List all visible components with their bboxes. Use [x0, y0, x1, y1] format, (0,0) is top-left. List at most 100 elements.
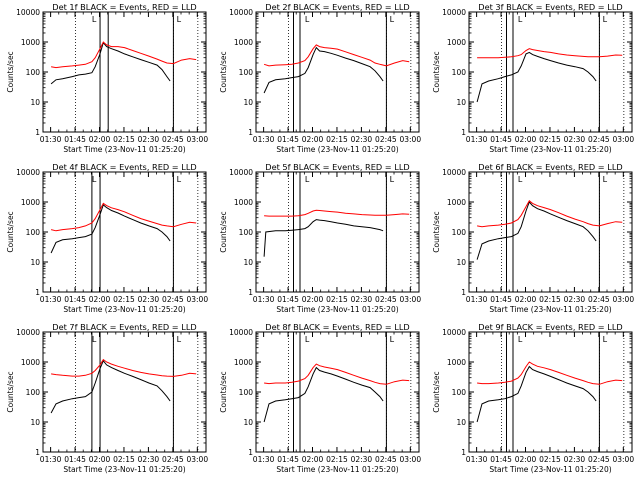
x-tick-label: 03:00 [612, 135, 634, 144]
y-tick-label: 10 [243, 418, 253, 427]
x-tick-label: 03:00 [399, 455, 421, 464]
plot-frame [468, 171, 633, 293]
marker-label: L [390, 175, 395, 184]
x-tick-label: 02:00 [89, 135, 111, 144]
x-tick-label: 02:15 [113, 135, 135, 144]
plot-frame [255, 171, 420, 293]
lld-series-line [263, 44, 410, 67]
x-tick-label: 01:30 [253, 455, 275, 464]
x-tick-label: 01:30 [40, 295, 62, 304]
y-tick-label: 1000 [447, 38, 466, 47]
x-tick-label: 02:45 [375, 135, 397, 144]
chart-title: Det 5f BLACK = Events, RED = LLD [265, 162, 409, 172]
plot-frame [42, 11, 207, 133]
chart-title: Det 2f BLACK = Events, RED = LLD [265, 2, 409, 12]
chart-panel: Det 8f BLACK = Events, RED = LLD 1 10 100 10… [219, 322, 421, 474]
x-tick-label: 02:00 [89, 455, 111, 464]
y-tick-label: 1000 [234, 358, 253, 367]
x-tick-label: 02:30 [564, 455, 586, 464]
y-tick-label: 1000 [234, 38, 253, 47]
y-tick-label: 10 [456, 258, 466, 267]
plot-frame [255, 331, 420, 453]
x-axis-label: Start Time (23-Nov-11 01:25:20) [63, 145, 185, 154]
x-tick-label: 02:45 [588, 455, 610, 464]
events-series-line [263, 366, 384, 423]
x-tick-label: 02:15 [326, 135, 348, 144]
y-tick-label: 10000 [16, 8, 40, 17]
y-tick-label: 100 [452, 228, 467, 237]
chart-title: Det 8f BLACK = Events, RED = LLD [265, 322, 409, 332]
y-tick-label: 100 [239, 228, 254, 237]
x-tick-label: 02:45 [162, 295, 184, 304]
y-tick-label: 10000 [16, 168, 40, 177]
y-axis-label: Counts/sec [219, 51, 228, 92]
chart-title: Det 4f BLACK = Events, RED = LLD [52, 162, 196, 172]
x-tick-label: 03:00 [186, 295, 208, 304]
x-tick-label: 01:45 [64, 295, 86, 304]
x-tick-label: 02:30 [564, 135, 586, 144]
x-tick-label: 02:30 [351, 295, 373, 304]
marker-label: L [92, 15, 97, 24]
x-tick-label: 02:00 [89, 295, 111, 304]
x-tick-label: 02:45 [588, 135, 610, 144]
y-tick-label: 100 [452, 388, 467, 397]
chart-title: Det 6f BLACK = Events, RED = LLD [478, 162, 622, 172]
y-axis-label: Counts/sec [6, 211, 15, 252]
x-tick-label: 02:00 [302, 295, 324, 304]
y-tick-label: 10000 [442, 168, 466, 177]
y-tick-label: 10 [243, 98, 253, 107]
x-tick-label: 01:45 [490, 455, 512, 464]
x-tick-label: 02:30 [138, 455, 160, 464]
chart-panel: Det 9f BLACK = Events, RED = LLD 1 10 100 10… [432, 322, 634, 474]
y-tick-label: 10000 [229, 8, 253, 17]
y-tick-label: 100 [239, 68, 254, 77]
x-axis-label: Start Time (23-Nov-11 01:25:20) [63, 305, 185, 314]
y-tick-label: 10 [456, 98, 466, 107]
y-tick-label: 1 [461, 128, 466, 137]
x-tick-label: 01:45 [64, 455, 86, 464]
x-axis-label: Start Time (23-Nov-11 01:25:20) [276, 465, 398, 474]
x-tick-label: 02:15 [113, 455, 135, 464]
lld-series-line [477, 48, 623, 59]
x-axis-label: Start Time (23-Nov-11 01:25:20) [63, 465, 185, 474]
plot-frame [468, 331, 633, 453]
x-tick-label: 01:45 [64, 135, 86, 144]
y-tick-label: 1 [461, 448, 466, 457]
x-tick-label: 01:30 [466, 455, 488, 464]
x-axis-label: Start Time (23-Nov-11 01:25:20) [276, 305, 398, 314]
y-tick-label: 100 [26, 68, 41, 77]
x-tick-label: 01:30 [40, 135, 62, 144]
x-tick-label: 03:00 [612, 295, 634, 304]
y-axis-label: Counts/sec [6, 371, 15, 412]
x-tick-label: 02:15 [539, 295, 561, 304]
lld-series-line [477, 361, 623, 385]
events-series-line [50, 204, 171, 254]
y-tick-label: 1 [35, 128, 40, 137]
marker-label: L [390, 335, 395, 344]
x-tick-label: 03:00 [186, 135, 208, 144]
x-tick-label: 02:30 [138, 135, 160, 144]
plot-frame [42, 171, 207, 293]
chart-title: Det 1f BLACK = Events, RED = LLD [52, 2, 196, 12]
y-axis-label: Counts/sec [432, 371, 441, 412]
lld-series-line [264, 209, 410, 217]
y-tick-label: 1 [248, 128, 253, 137]
chart-panel: Det 6f BLACK = Events, RED = LLD 1 10 100 10… [432, 162, 634, 314]
chart-title: Det 9f BLACK = Events, RED = LLD [478, 322, 622, 332]
y-tick-label: 1000 [21, 358, 40, 367]
y-tick-label: 100 [452, 68, 467, 77]
x-tick-label: 02:15 [326, 455, 348, 464]
y-tick-label: 1000 [447, 198, 466, 207]
y-tick-label: 100 [26, 228, 41, 237]
y-tick-label: 10 [30, 418, 40, 427]
x-tick-label: 02:45 [162, 455, 184, 464]
chart-panel: Det 1f BLACK = Events, RED = LLD 1 10 100 10… [6, 2, 208, 154]
x-tick-label: 01:45 [277, 295, 299, 304]
y-axis-label: Counts/sec [219, 211, 228, 252]
y-tick-label: 10 [30, 258, 40, 267]
x-tick-label: 01:45 [277, 455, 299, 464]
chart-panel: Det 3f BLACK = Events, RED = LLD 1 10 100 10… [432, 2, 634, 154]
y-tick-label: 1000 [21, 198, 40, 207]
